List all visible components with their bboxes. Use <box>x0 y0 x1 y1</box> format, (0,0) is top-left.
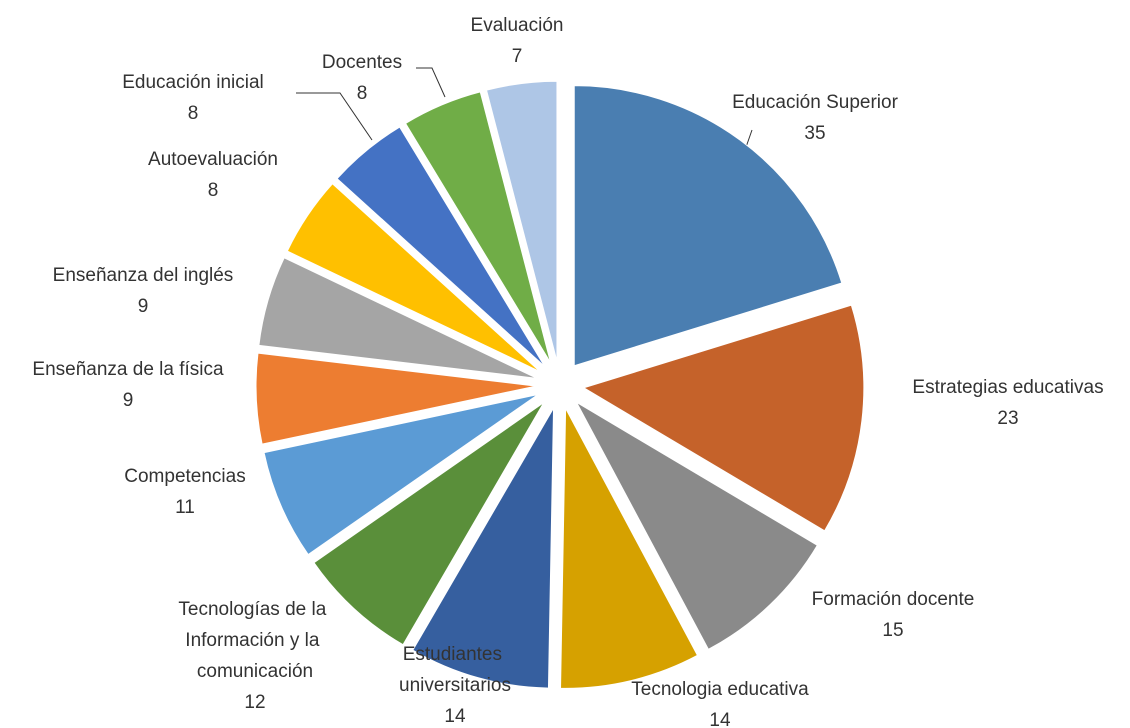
pie-slice <box>313 402 545 646</box>
value-label: 14 <box>709 710 731 728</box>
pie-slice <box>582 304 865 532</box>
slice-label: Tecnologia educativa <box>631 679 809 700</box>
pie-slice <box>575 401 819 651</box>
value-label: 8 <box>357 83 368 104</box>
slice-label: Educación inicial <box>122 72 264 93</box>
slice-label: Evaluación <box>471 15 564 36</box>
value-label: 9 <box>123 390 134 411</box>
leader-line <box>416 67 446 98</box>
value-label: 8 <box>208 180 219 201</box>
slice-label: Docentes <box>322 52 402 73</box>
value-label: 9 <box>138 296 149 317</box>
pie-slice <box>560 406 699 689</box>
slice-label: Competencias <box>124 466 245 487</box>
pie-slice <box>336 126 546 367</box>
slice-label: Estudiantes universitarios <box>399 644 511 696</box>
leader-line <box>296 92 373 141</box>
slice-label: Enseñanza de la física <box>32 359 224 380</box>
pie-slice <box>404 91 552 364</box>
slice-label: Educación Superior <box>732 92 898 113</box>
pie-slice <box>286 183 541 373</box>
value-label: 15 <box>882 620 903 641</box>
value-label: 8 <box>188 103 199 124</box>
pie-slice <box>412 406 555 689</box>
slice-label: Tecnologías de la Información y la comun… <box>178 599 331 682</box>
pie-slice <box>485 80 558 362</box>
pie-slice <box>573 85 843 367</box>
value-label: 23 <box>997 408 1018 429</box>
slice-label: Formación docente <box>812 589 975 610</box>
slice-label: Autoevaluación <box>148 149 278 170</box>
pie-slice <box>255 352 537 445</box>
slice-label: Enseñanza del inglés <box>53 265 234 286</box>
value-label: 7 <box>512 46 523 67</box>
value-label: 11 <box>175 497 195 518</box>
pie-slice <box>258 257 538 379</box>
pie-slice <box>263 394 539 556</box>
value-label: 14 <box>444 706 466 727</box>
slice-label: Estrategias educativas <box>912 377 1103 398</box>
value-label: 35 <box>804 123 825 144</box>
value-label: 12 <box>244 692 265 713</box>
